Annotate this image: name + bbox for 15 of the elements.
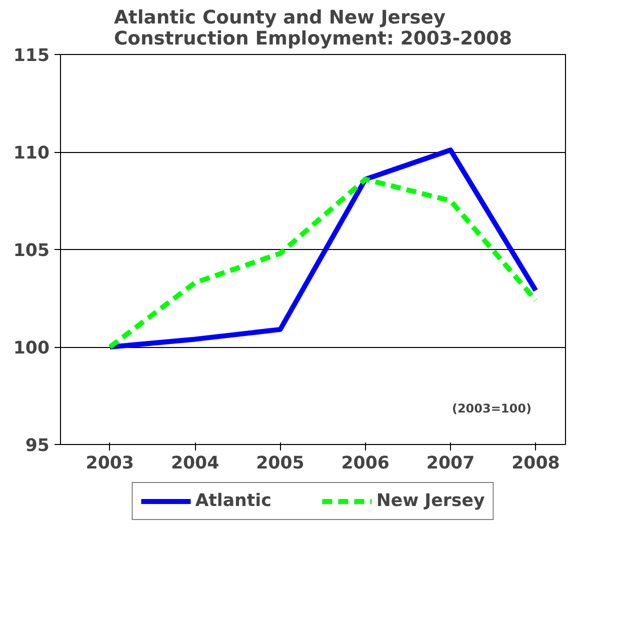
y-tick-label: 95	[25, 436, 50, 456]
x-tick-label: 2008	[512, 454, 560, 474]
x-tick-label: 2007	[426, 454, 475, 474]
y-tick-label: 110	[13, 144, 50, 164]
y-tick-label: 100	[13, 338, 50, 358]
legend-label: New Jersey	[376, 491, 485, 511]
y-tick-label: 115	[13, 46, 50, 66]
chart-title: Atlantic County and New Jersey Construction Employment: 2003-2008	[114, 8, 512, 50]
legend-label: Atlantic	[195, 491, 272, 511]
y-tick-label: 105	[13, 241, 50, 261]
x-tick-label: 2003	[86, 454, 134, 474]
annotation: (2003=100)	[452, 401, 532, 416]
x-tick-label: 2004	[170, 454, 220, 474]
x-tick-label: 2006	[341, 454, 390, 474]
x-tick-label: 2005	[256, 454, 304, 474]
